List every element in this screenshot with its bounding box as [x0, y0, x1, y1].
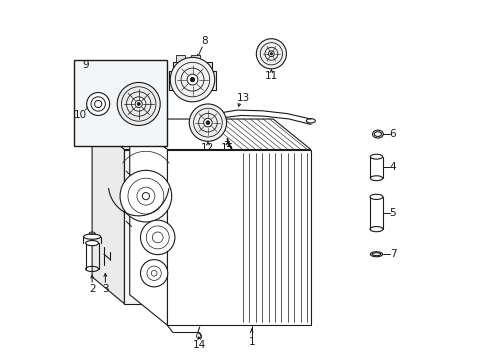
Text: 3: 3 — [102, 284, 108, 294]
Circle shape — [189, 104, 226, 141]
Circle shape — [256, 39, 286, 69]
Text: 8: 8 — [202, 36, 208, 46]
Ellipse shape — [85, 240, 99, 246]
Bar — [176, 55, 185, 62]
Circle shape — [268, 51, 274, 57]
Bar — [74, 60, 167, 146]
Ellipse shape — [369, 194, 382, 199]
Text: 2: 2 — [89, 284, 95, 294]
Polygon shape — [92, 123, 167, 149]
Circle shape — [137, 103, 140, 105]
Polygon shape — [92, 123, 124, 304]
Circle shape — [86, 93, 109, 116]
Text: 7: 7 — [389, 249, 395, 259]
Text: 9: 9 — [82, 60, 89, 70]
Circle shape — [120, 170, 171, 222]
Circle shape — [140, 260, 167, 287]
Circle shape — [135, 100, 142, 108]
Text: 6: 6 — [389, 129, 395, 139]
Polygon shape — [129, 119, 167, 325]
Text: 13: 13 — [236, 93, 249, 103]
Circle shape — [140, 220, 175, 255]
Circle shape — [142, 193, 149, 200]
Circle shape — [187, 74, 198, 85]
Text: 4: 4 — [389, 162, 395, 172]
Circle shape — [117, 82, 160, 126]
Bar — [172, 62, 212, 71]
Ellipse shape — [83, 234, 101, 239]
Circle shape — [94, 100, 102, 108]
Text: 15: 15 — [220, 143, 233, 153]
Bar — [169, 71, 215, 90]
Text: 5: 5 — [389, 208, 395, 218]
Polygon shape — [167, 149, 310, 325]
Text: 12: 12 — [201, 143, 214, 153]
Text: 10: 10 — [74, 110, 87, 120]
Bar — [190, 55, 199, 62]
Circle shape — [170, 57, 214, 102]
Text: 1: 1 — [248, 337, 254, 347]
Circle shape — [131, 97, 145, 111]
Circle shape — [206, 121, 209, 125]
Text: 11: 11 — [264, 71, 278, 81]
Circle shape — [190, 77, 194, 82]
Polygon shape — [124, 149, 167, 304]
Ellipse shape — [369, 154, 382, 159]
Polygon shape — [129, 119, 310, 149]
Text: 14: 14 — [193, 340, 206, 350]
Circle shape — [270, 53, 272, 55]
Circle shape — [203, 118, 212, 127]
